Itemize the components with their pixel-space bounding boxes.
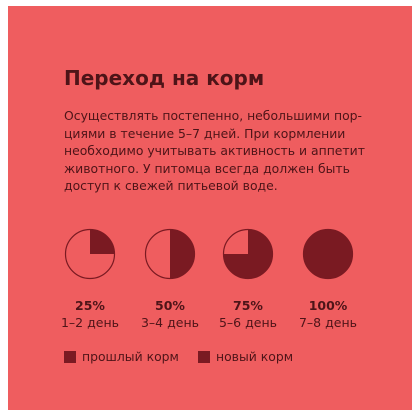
stage-2-pie-icon — [144, 228, 196, 280]
stage-3-days: 5–6 день — [218, 315, 277, 330]
stage-1-percent: 25% — [75, 298, 105, 313]
page-title: Переход на корм — [64, 66, 265, 90]
new-food-slice — [303, 229, 353, 279]
new-food-slice — [223, 229, 273, 279]
description-line: доступ к свежей питьевой воде. — [64, 178, 278, 193]
legend-old-food-label: прошлый корм — [82, 349, 179, 364]
stage-2-days: 3–4 день — [140, 315, 199, 330]
new-food-slice — [90, 229, 115, 254]
stage-4-days: 7–8 день — [298, 315, 357, 330]
legend-new-food: новый корм — [198, 349, 293, 364]
description-line: животного. У питомца всегда должен быть — [64, 160, 350, 176]
stage-3-pie-icon — [222, 228, 274, 280]
description-paragraph: Осуществлять постепенно, небольшими пор-… — [64, 107, 365, 195]
legend-new-food-label: новый корм — [216, 349, 294, 364]
legend-old-food: прошлый корм — [64, 349, 179, 364]
description-line: Осуществлять постепенно, небольшими пор- — [64, 108, 362, 123]
new-food-swatch — [198, 350, 210, 363]
description-line: необходимо учитывать активность и аппети… — [64, 143, 365, 158]
feeding-transition-card: Переход на корм Осуществлять постепенно,… — [8, 6, 412, 410]
stage-4-percent: 100% — [308, 298, 348, 313]
stage-1-pie-icon — [64, 228, 116, 280]
stage-1-days: 1–2 день — [60, 315, 119, 330]
stage-2-percent: 50% — [155, 298, 185, 313]
new-food-slice — [170, 229, 195, 279]
description-line: циями в течение 5–7 дней. При кормлении — [64, 125, 346, 141]
old-food-swatch — [64, 350, 76, 363]
stage-3-percent: 75% — [233, 298, 263, 313]
stage-4-pie-icon — [302, 228, 354, 280]
